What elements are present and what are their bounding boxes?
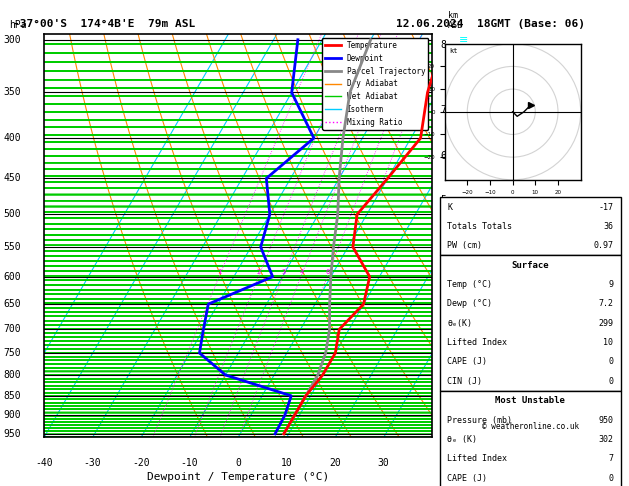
- Text: Most Unstable: Most Unstable: [496, 396, 565, 405]
- Text: 800: 800: [3, 370, 21, 380]
- Text: 1: 1: [218, 269, 221, 275]
- Text: -30: -30: [84, 458, 101, 468]
- Text: Lifted Index: Lifted Index: [447, 338, 507, 347]
- Text: 1: 1: [440, 352, 446, 363]
- Text: Totals Totals: Totals Totals: [447, 222, 512, 231]
- Text: 2: 2: [440, 314, 446, 325]
- Text: 650: 650: [3, 299, 21, 309]
- Text: Temp (°C): Temp (°C): [447, 280, 492, 289]
- Text: 7.2: 7.2: [598, 299, 613, 309]
- Text: 0: 0: [235, 458, 241, 468]
- Text: hPa: hPa: [9, 20, 26, 30]
- Text: ≡: ≡: [459, 370, 468, 380]
- Text: 0.97: 0.97: [594, 241, 613, 250]
- FancyBboxPatch shape: [440, 256, 621, 391]
- Text: 6: 6: [326, 269, 330, 275]
- Text: 12.06.2024  18GMT (Base: 06): 12.06.2024 18GMT (Base: 06): [396, 19, 585, 30]
- Text: © weatheronline.co.uk: © weatheronline.co.uk: [482, 422, 579, 432]
- Text: 3: 3: [281, 269, 286, 275]
- Text: LCL: LCL: [440, 438, 455, 447]
- Text: 30: 30: [378, 458, 389, 468]
- Text: 2: 2: [257, 269, 261, 275]
- Text: 8: 8: [440, 40, 446, 51]
- Text: 0: 0: [608, 474, 613, 483]
- Text: 550: 550: [3, 242, 21, 252]
- Text: Lifted Index: Lifted Index: [447, 454, 507, 463]
- Text: θₑ (K): θₑ (K): [447, 435, 477, 444]
- Text: -40: -40: [35, 458, 53, 468]
- Text: 7: 7: [608, 454, 613, 463]
- Text: ≡: ≡: [459, 391, 468, 401]
- Text: ≡: ≡: [459, 133, 468, 143]
- Text: 0: 0: [608, 377, 613, 386]
- Text: θₑ(K): θₑ(K): [447, 319, 472, 328]
- Text: 302: 302: [598, 435, 613, 444]
- Text: 36: 36: [603, 222, 613, 231]
- Text: 5: 5: [440, 195, 446, 206]
- Text: ≡: ≡: [459, 272, 468, 282]
- Text: CIN (J): CIN (J): [447, 377, 482, 386]
- Text: -10: -10: [181, 458, 198, 468]
- Text: CAPE (J): CAPE (J): [447, 358, 487, 366]
- Text: km
ASL: km ASL: [448, 11, 463, 30]
- Text: 4: 4: [299, 269, 303, 275]
- Text: 9: 9: [608, 280, 613, 289]
- Text: Surface: Surface: [511, 260, 549, 270]
- Text: 850: 850: [3, 391, 21, 401]
- FancyBboxPatch shape: [440, 197, 621, 256]
- Text: ≡: ≡: [459, 325, 468, 334]
- Text: 4: 4: [440, 236, 446, 246]
- Text: Dewpoint / Temperature (°C): Dewpoint / Temperature (°C): [147, 472, 329, 482]
- Text: ≡: ≡: [459, 209, 468, 219]
- Text: CAPE (J): CAPE (J): [447, 474, 487, 483]
- Text: 10: 10: [603, 338, 613, 347]
- FancyBboxPatch shape: [440, 391, 621, 486]
- Text: -37°00'S  174°4B'E  79m ASL: -37°00'S 174°4B'E 79m ASL: [13, 19, 195, 30]
- Text: 450: 450: [3, 174, 21, 183]
- Text: -17: -17: [598, 203, 613, 211]
- Text: 300: 300: [3, 35, 21, 45]
- Text: 600: 600: [3, 272, 21, 282]
- Text: 350: 350: [3, 87, 21, 98]
- Text: 299: 299: [598, 319, 613, 328]
- Text: 700: 700: [3, 325, 21, 334]
- Text: ≡: ≡: [459, 410, 468, 420]
- Text: kt: kt: [449, 48, 458, 54]
- Text: ≡: ≡: [459, 35, 468, 45]
- Text: 10: 10: [281, 458, 292, 468]
- Text: 0: 0: [608, 358, 613, 366]
- Text: 3: 3: [440, 276, 446, 286]
- Text: -20: -20: [132, 458, 150, 468]
- Text: PW (cm): PW (cm): [447, 241, 482, 250]
- Text: 950: 950: [598, 416, 613, 425]
- Text: K: K: [447, 203, 452, 211]
- Text: 6: 6: [440, 152, 446, 161]
- Text: 400: 400: [3, 133, 21, 143]
- Text: 500: 500: [3, 209, 21, 219]
- Text: Dewp (°C): Dewp (°C): [447, 299, 492, 309]
- Text: 7: 7: [440, 104, 446, 115]
- Text: ≡: ≡: [459, 429, 468, 439]
- Legend: Temperature, Dewpoint, Parcel Trajectory, Dry Adiabat, Wet Adiabat, Isotherm, Mi: Temperature, Dewpoint, Parcel Trajectory…: [322, 38, 428, 130]
- Text: 20: 20: [329, 458, 341, 468]
- Text: 950: 950: [3, 429, 21, 439]
- Text: 900: 900: [3, 410, 21, 420]
- Text: 750: 750: [3, 348, 21, 358]
- Text: Pressure (mb): Pressure (mb): [447, 416, 512, 425]
